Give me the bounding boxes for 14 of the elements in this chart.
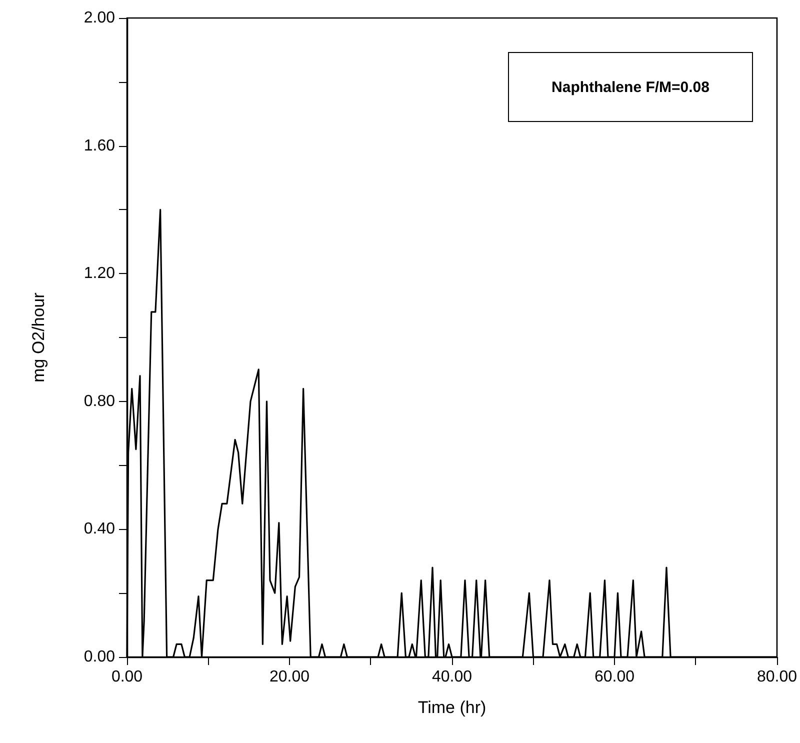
x-axis-title: Time (hr): [418, 698, 486, 717]
x-tick-label: 60.00: [594, 668, 635, 686]
x-tick-label: 20.00: [269, 668, 310, 686]
text-box: Naphthalene F/M=0.08: [508, 52, 753, 122]
y-tick-label: 0.80: [84, 392, 116, 410]
y-tick-label: 2.00: [84, 10, 116, 26]
x-tick-label: 80.00: [756, 668, 798, 686]
x-tick-label: 0.00: [111, 668, 143, 686]
y-tick-label: 0.40: [84, 520, 116, 538]
y-tick-label: 1.20: [84, 265, 116, 282]
x-tick-label: 40.00: [432, 668, 472, 686]
y-tick-label: 1.60: [84, 137, 116, 154]
y-tick-label: 0.00: [84, 648, 116, 666]
y-axis-title: mg O2/hour: [29, 292, 48, 382]
